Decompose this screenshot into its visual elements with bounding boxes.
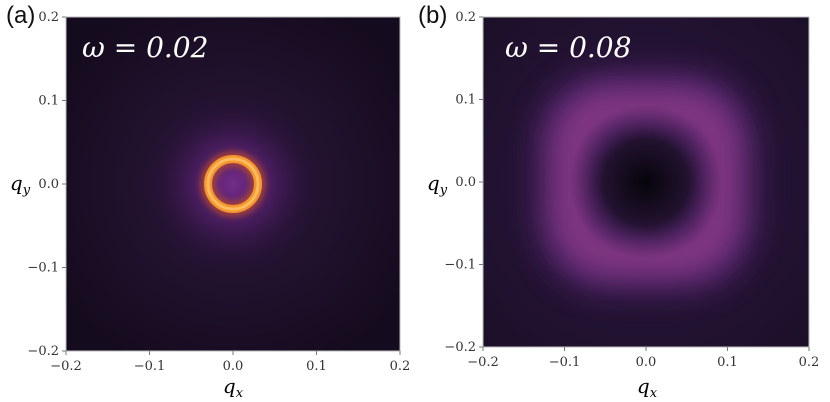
xtick-label-b: 0.0 xyxy=(636,355,657,370)
ytick-label-a: 0.0 xyxy=(38,177,59,192)
ytick-label-b: −0.1 xyxy=(444,258,476,273)
dark-center-b xyxy=(568,104,724,260)
xtick-label-b: −0.2 xyxy=(467,355,499,370)
ytick-label-a: 0.1 xyxy=(38,94,59,109)
plot-area-b xyxy=(482,16,810,348)
panel-label-b: (b) xyxy=(418,2,448,29)
xlabel-b: qx xyxy=(637,374,658,401)
heatmap-chart-a: ω = 0.02 −0.2−0.2 −0.1 −0.1 0.0 0.0 0.1 0.1 0.2… xyxy=(10,10,410,401)
xtick-label-b: 0.1 xyxy=(717,355,738,370)
ytick-label-b: 0.0 xyxy=(455,175,476,190)
plot-area-a xyxy=(65,16,401,352)
ring-core-a xyxy=(206,157,260,211)
ylabel-a: qy xyxy=(10,171,31,198)
xtick-label-b: −0.1 xyxy=(549,355,581,370)
xtick-label-a: 0.0 xyxy=(223,359,244,374)
heatmap-chart-b: ω = 0.08 −0.2−0.2 −0.1 −0.1 0.0 0.0 0.1 0.1 0.2… xyxy=(427,10,819,401)
annotation-a: ω = 0.02 xyxy=(82,31,208,64)
axes-b: −0.2−0.2 −0.1 −0.1 0.0 0.0 0.1 0.1 0.2 0.2 xyxy=(444,10,819,370)
xtick-label-b: 0.2 xyxy=(799,355,820,370)
ytick-label-b: 0.1 xyxy=(455,93,476,108)
ytick-label-b: 0.2 xyxy=(455,10,476,25)
ytick-label-a: 0.2 xyxy=(38,10,59,25)
ylabel-b: qy xyxy=(427,171,448,198)
xtick-label-a: −0.2 xyxy=(50,359,82,374)
xlabel-a: qx xyxy=(223,374,244,401)
ytick-label-b: −0.2 xyxy=(444,340,476,355)
axes-a: −0.2−0.2 −0.1 −0.1 0.0 0.0 0.1 0.1 0.2 0.2 xyxy=(27,10,410,374)
xtick-label-a: 0.1 xyxy=(306,359,327,374)
ytick-label-a: −0.2 xyxy=(27,344,59,359)
ytick-label-a: −0.1 xyxy=(27,261,59,276)
annotation-b: ω = 0.08 xyxy=(505,31,631,64)
halo-a xyxy=(152,103,314,265)
xtick-label-a: 0.2 xyxy=(390,359,411,374)
panel-label-a: (a) xyxy=(6,2,36,29)
xtick-label-a: −0.1 xyxy=(134,359,166,374)
